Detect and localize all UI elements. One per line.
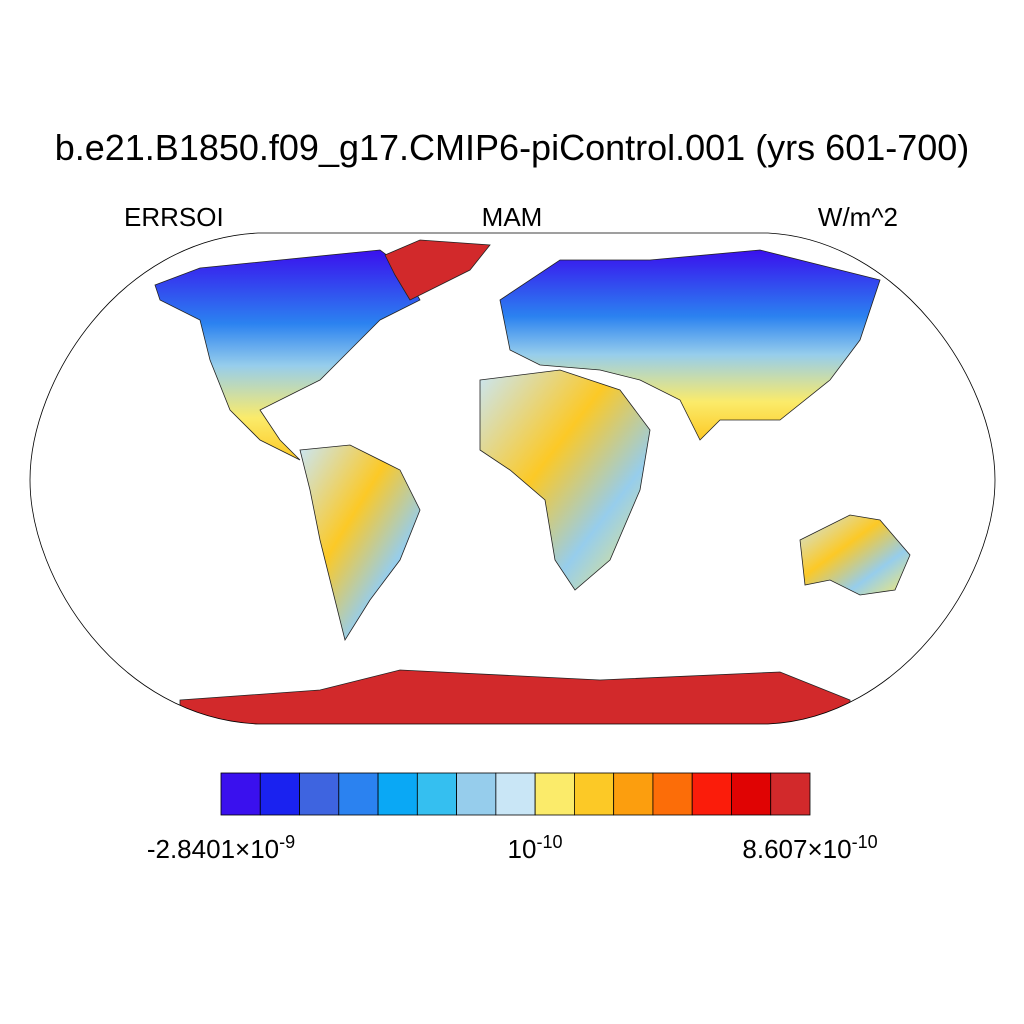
land	[154, 239, 911, 724]
label-exponent: -10	[852, 832, 878, 852]
colorbar-box	[731, 772, 772, 816]
left-label: ERRSOI	[124, 202, 224, 232]
colorbar-box	[613, 772, 654, 816]
colorbar-box	[495, 772, 536, 816]
colorbar-box	[377, 772, 418, 816]
africa	[479, 369, 651, 591]
north-america	[154, 249, 421, 461]
map-outline	[29, 232, 996, 725]
colorbar-box	[534, 772, 575, 816]
colorbar-box	[416, 772, 458, 816]
australia	[799, 514, 911, 596]
label-text: 8.607×10	[742, 834, 851, 864]
colorbar-box	[456, 772, 497, 816]
colorbar-box	[220, 772, 261, 816]
colorbar-label: -2.8401×10-9	[147, 832, 295, 864]
greenland	[384, 239, 491, 301]
colorbar-box	[299, 772, 340, 816]
colorbar-box	[574, 772, 615, 816]
south-america	[299, 444, 421, 642]
eurasia	[499, 249, 881, 441]
label-exponent: -9	[279, 832, 295, 852]
colorbar-box	[652, 772, 693, 816]
right-label: W/m^2	[818, 202, 898, 232]
colorbar-label: 10-10	[508, 832, 563, 864]
colorbar-box	[691, 772, 732, 816]
colorbar	[220, 772, 811, 816]
label-text: -2.8401×10	[147, 834, 279, 864]
antarctica	[179, 669, 851, 724]
title: b.e21.B1850.f09_g17.CMIP6-piControl.001 …	[55, 127, 970, 168]
colorbar-box	[338, 772, 379, 816]
colorbar-box	[259, 772, 300, 816]
colorbar-box	[770, 772, 811, 816]
center-label: MAM	[482, 202, 543, 232]
label-text: 10	[508, 834, 537, 864]
colorbar-label: 8.607×10-10	[742, 832, 877, 864]
label-exponent: -10	[536, 832, 562, 852]
